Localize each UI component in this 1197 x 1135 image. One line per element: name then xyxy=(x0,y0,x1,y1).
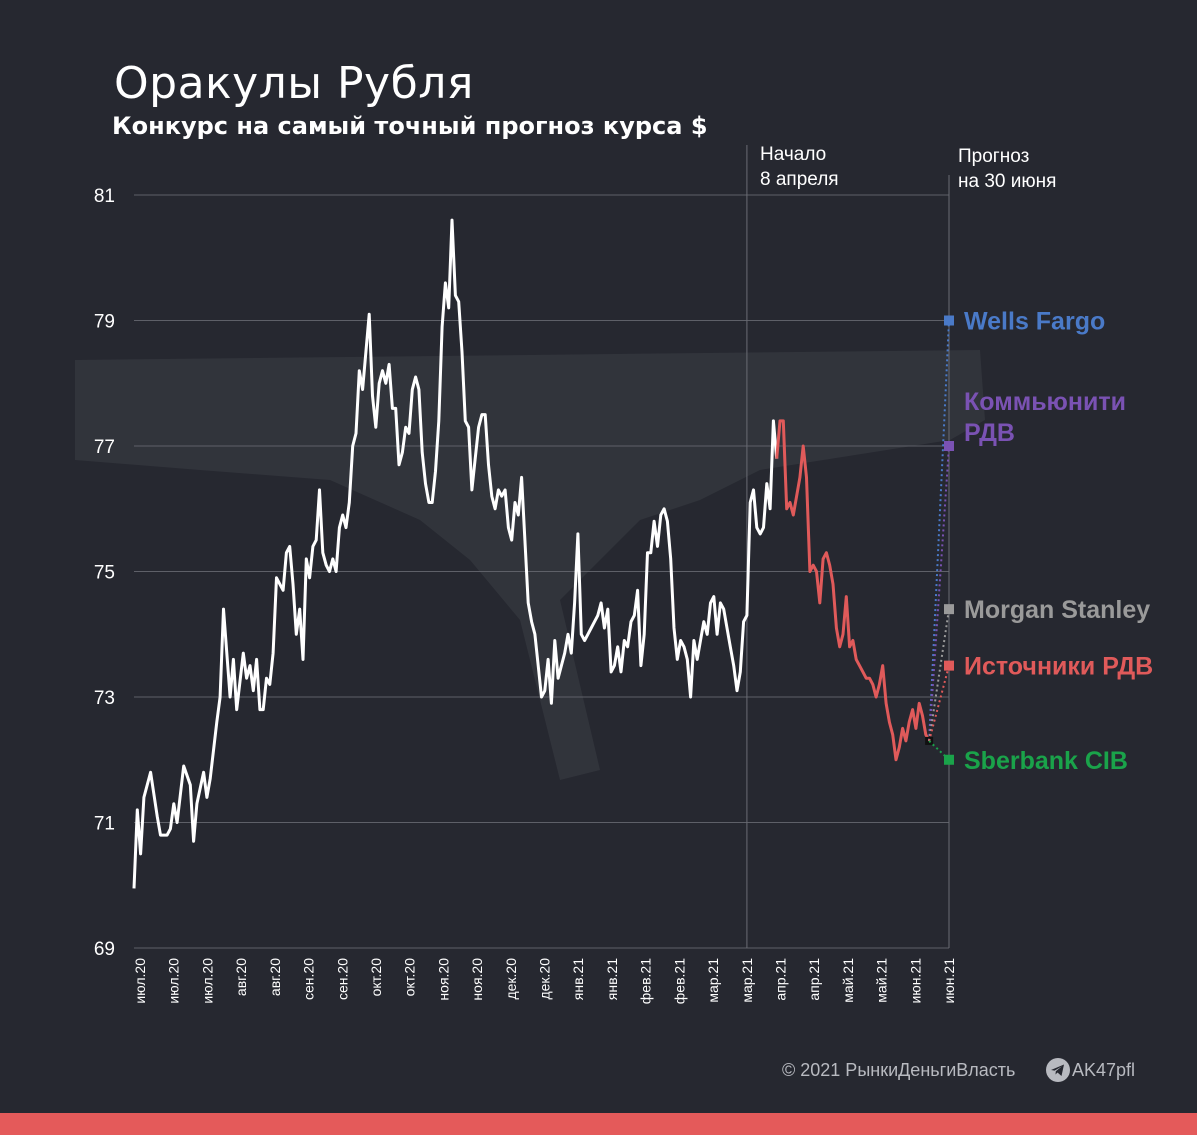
forecast-label: Wells Fargo xyxy=(964,308,1105,336)
x-tick-label: янв.21 xyxy=(604,958,620,1000)
x-tick-label: авг.20 xyxy=(267,958,283,996)
x-tick-label: мар.21 xyxy=(705,958,721,1003)
x-tick-label: окт.20 xyxy=(368,958,384,997)
x-tick-label: ноя.20 xyxy=(469,958,485,1001)
y-tick-label: 79 xyxy=(94,312,115,333)
vertical-markers: Начало 8 апреля Прогноз на 30 июня xyxy=(746,144,1056,948)
forecast-path xyxy=(928,320,950,741)
x-tick-label: апр.21 xyxy=(772,958,788,1001)
x-axis-ticks: июл.20 июл.20 июл.20 авг.20 авг.20 сен.20 сен.… xyxy=(132,958,957,1004)
x-tick-label: авг.20 xyxy=(233,958,249,996)
x-tick-label: ноя.20 xyxy=(435,958,451,1001)
x-tick-label: фев.21 xyxy=(638,958,654,1004)
forecast-path xyxy=(928,609,950,742)
x-tick-label: дек.20 xyxy=(537,958,553,1000)
series-line-history xyxy=(132,218,779,889)
forecast-markers: Wells Fargo Коммьюнити РДВ Morgan Stanley Ис… xyxy=(925,308,1153,775)
x-tick-label: янв.21 xyxy=(570,958,586,1000)
forecast-path xyxy=(928,445,950,741)
x-tick-label: июл.20 xyxy=(199,958,215,1004)
series-line-contest xyxy=(775,419,931,762)
forecast-label-line2: на 30 июня xyxy=(958,171,1056,192)
forecast-label: Источники РДВ xyxy=(964,653,1153,681)
x-tick-label: окт.20 xyxy=(402,958,418,997)
forecast-marker xyxy=(944,441,954,451)
grid-lines xyxy=(134,194,949,949)
forecast-label: Sberbank CIB xyxy=(964,747,1128,775)
telegram-icon xyxy=(1046,1058,1070,1082)
forecast-marker xyxy=(944,604,954,615)
bottom-accent-bar xyxy=(0,1113,1197,1135)
x-tick-label: июл.20 xyxy=(132,958,148,1004)
x-tick-label: май.21 xyxy=(840,958,856,1003)
x-tick-label: июн.21 xyxy=(941,958,957,1004)
x-tick-label: май.21 xyxy=(874,958,890,1003)
copyright-text: © 2021 РынкиДеньгиВласть xyxy=(782,1060,1016,1080)
y-tick-label: 71 xyxy=(94,814,115,835)
x-tick-label: сен.20 xyxy=(334,958,350,1000)
x-tick-label: июн.21 xyxy=(907,958,923,1004)
forecast-path xyxy=(928,665,950,742)
start-label-line1: Начало xyxy=(760,144,826,165)
forecast-marker xyxy=(944,660,954,671)
start-label-line2: 8 апреля xyxy=(760,169,839,190)
telegram-handle[interactable]: AK47pfl xyxy=(1046,1058,1135,1082)
y-tick-label: 75 xyxy=(94,563,115,584)
forecast-label-line1: Прогноз xyxy=(958,146,1029,167)
y-tick-label: 81 xyxy=(94,186,115,207)
forecast-label: РДВ xyxy=(964,419,1015,447)
y-tick-label: 77 xyxy=(94,437,115,458)
forecast-label: Коммьюнити xyxy=(964,388,1126,416)
background-watermark xyxy=(75,350,985,780)
forecast-marker xyxy=(944,315,954,326)
x-tick-label: сен.20 xyxy=(301,958,317,1000)
chart-title: Оракулы Рубля xyxy=(114,58,474,109)
chart-subtitle: Конкурс на самый точный прогноз курса $ xyxy=(112,112,708,140)
x-tick-label: апр.21 xyxy=(806,958,822,1001)
x-tick-label: фев.21 xyxy=(671,958,687,1004)
x-tick-label: июл.20 xyxy=(166,958,182,1004)
forecast-label: Morgan Stanley xyxy=(964,596,1150,624)
x-tick-label: дек.20 xyxy=(503,958,519,1000)
x-tick-label: мар.21 xyxy=(739,958,755,1003)
forecast-marker xyxy=(944,754,954,765)
price-series xyxy=(132,218,931,889)
y-axis-ticks: 69 71 73 75 77 79 81 xyxy=(94,186,115,960)
y-tick-label: 69 xyxy=(94,939,115,960)
telegram-handle-text: AK47pfl xyxy=(1072,1059,1136,1080)
y-tick-label: 73 xyxy=(94,688,115,709)
